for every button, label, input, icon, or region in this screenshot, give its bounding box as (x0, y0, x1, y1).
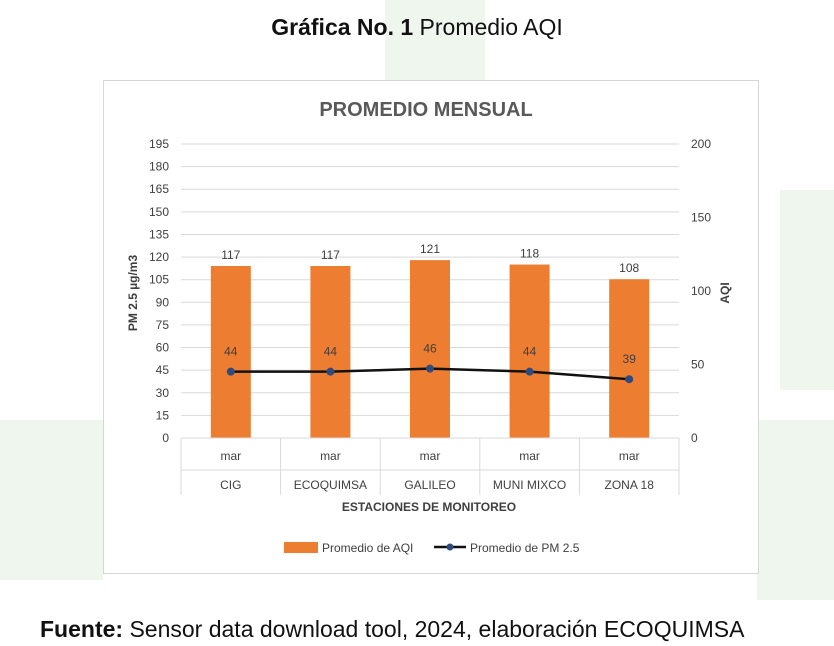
x-category-label: GALILEO (404, 478, 455, 492)
y-axis-left-label: PM 2.5 µg/m3 (126, 255, 140, 332)
source-note: Fuente: Sensor data download tool, 2024,… (40, 616, 744, 643)
bar-data-label: 117 (321, 248, 340, 262)
figure-heading: Gráfica No. 1 Promedio AQI (0, 14, 834, 41)
bar-data-label: 121 (420, 242, 440, 256)
x-subcategory-label: mar (619, 449, 640, 463)
y-axis-right-label: AQI (718, 282, 732, 303)
y-right-tick-label: 150 (691, 211, 711, 225)
y-right-tick-label: 200 (691, 137, 711, 151)
background-shape (385, 0, 485, 80)
y-left-tick-label: 120 (149, 250, 169, 264)
chart-frame: PROMEDIO MENSUAL 117 117 121 118 108 44 44 46 4… (103, 80, 759, 574)
background-shape (0, 420, 103, 580)
bar-data-label: 118 (520, 247, 539, 261)
y-left-tick-label: 60 (156, 341, 170, 355)
line-data-label: 44 (523, 345, 537, 359)
line-point-pm25 (326, 367, 335, 376)
source-label: Fuente: (40, 616, 124, 642)
bar-aqi (210, 266, 251, 438)
bar-data-label: 108 (619, 261, 639, 275)
y-right-tick-label: 50 (691, 358, 705, 372)
legend-label-aqi: Promedio de AQI (322, 541, 413, 555)
legend-label-pm25: Promedio de PM 2.5 (470, 541, 580, 555)
y-left-tick-label: 195 (149, 137, 169, 151)
y-left-tick-label: 15 (156, 408, 170, 422)
y-left-tick-label: 0 (162, 431, 169, 445)
line-data-label: 44 (324, 345, 338, 359)
y-left-tick-label: 45 (156, 363, 170, 377)
x-category-label: ECOQUIMSA (294, 478, 367, 492)
x-subcategory-label: mar (320, 449, 341, 463)
figure-number: Gráfica No. 1 (271, 14, 414, 40)
bar-aqi (609, 279, 650, 438)
y-right-tick-label: 100 (691, 284, 711, 298)
y-left-tick-label: 180 (149, 160, 169, 174)
x-axis-label: ESTACIONES DE MONITOREO (342, 500, 516, 514)
x-subcategory-label: mar (519, 449, 540, 463)
bar-aqi (509, 264, 550, 438)
chart-svg: PROMEDIO MENSUAL 117 117 121 118 108 44 44 46 4… (126, 99, 732, 555)
y-left-tick-label: 75 (156, 318, 170, 332)
bar-aqi (410, 260, 450, 438)
y-left-tick-label: 90 (156, 295, 170, 309)
line-data-label: 44 (224, 345, 238, 359)
y-right-tick-label: 0 (691, 431, 698, 445)
line-point-pm25 (625, 375, 634, 384)
bar-data-label: 117 (221, 248, 240, 262)
background-shape (780, 190, 834, 390)
source-text: Sensor data download tool, 2024, elabora… (123, 616, 745, 642)
legend-marker-pm25 (446, 543, 454, 551)
chart-title: PROMEDIO MENSUAL (319, 99, 532, 121)
legend-swatch-aqi (284, 542, 318, 553)
y-left-tick-label: 30 (156, 386, 170, 400)
y-left-tick-label: 135 (149, 227, 169, 241)
x-category-label: ZONA 18 (605, 478, 655, 492)
y-left-tick-label: 150 (149, 205, 169, 219)
x-subcategory-label: mar (220, 449, 241, 463)
line-point-pm25 (525, 367, 534, 376)
background-shape (757, 420, 834, 600)
x-category-label: CIG (220, 478, 241, 492)
line-point-pm25 (426, 364, 434, 373)
line-point-pm25 (226, 367, 235, 376)
figure-caption: Promedio AQI (413, 14, 563, 40)
bar-aqi (310, 266, 351, 438)
y-left-tick-label: 165 (149, 182, 169, 196)
x-category-label: MUNI MIXCO (493, 478, 566, 492)
y-left-tick-label: 105 (149, 273, 169, 287)
x-subcategory-label: mar (420, 449, 441, 463)
line-data-label: 46 (423, 342, 437, 356)
line-data-label: 39 (623, 352, 637, 366)
legend: Promedio de AQI Promedio de PM 2.5 (284, 541, 580, 555)
